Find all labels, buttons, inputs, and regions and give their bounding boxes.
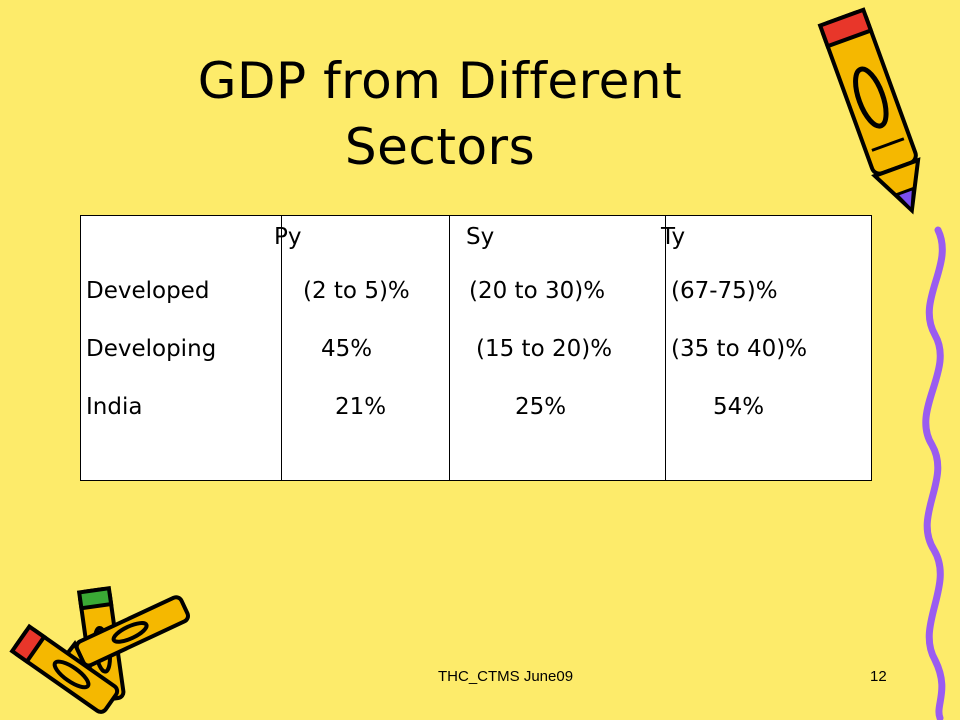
row-label-developing: Developing bbox=[86, 336, 217, 362]
table-cell: 21% bbox=[335, 394, 387, 420]
crayon-top-right-icon bbox=[817, 7, 921, 215]
slide-title: GDP from Different Sectors bbox=[197, 52, 683, 176]
column-header-py: Py bbox=[274, 224, 302, 250]
gdp-sector-table: Py Sy Ty Developed (2 to 5)% (20 to 30)%… bbox=[80, 215, 872, 481]
column-header-ty: Ty bbox=[661, 224, 686, 250]
table-cell: 45% bbox=[321, 336, 373, 362]
column-header-sy: Sy bbox=[466, 224, 495, 250]
table-cell: 54% bbox=[713, 394, 765, 420]
row-label-india: India bbox=[86, 394, 143, 420]
page-number: 12 bbox=[870, 668, 887, 685]
row-label-developed: Developed bbox=[86, 278, 210, 304]
table-divider bbox=[665, 216, 666, 480]
table-cell: (15 to 20)% bbox=[476, 336, 613, 362]
table-divider bbox=[449, 216, 450, 480]
table-cell: (67-75)% bbox=[671, 278, 778, 304]
footer-text: THC_CTMS June09 bbox=[438, 668, 574, 685]
table-cell: (20 to 30)% bbox=[469, 278, 606, 304]
table-cell: (2 to 5)% bbox=[303, 278, 410, 304]
table-cell: (35 to 40)% bbox=[671, 336, 808, 362]
crayon-cluster-bottom-left-icon bbox=[9, 586, 190, 714]
table-divider bbox=[281, 216, 282, 480]
table-cell: 25% bbox=[515, 394, 567, 420]
